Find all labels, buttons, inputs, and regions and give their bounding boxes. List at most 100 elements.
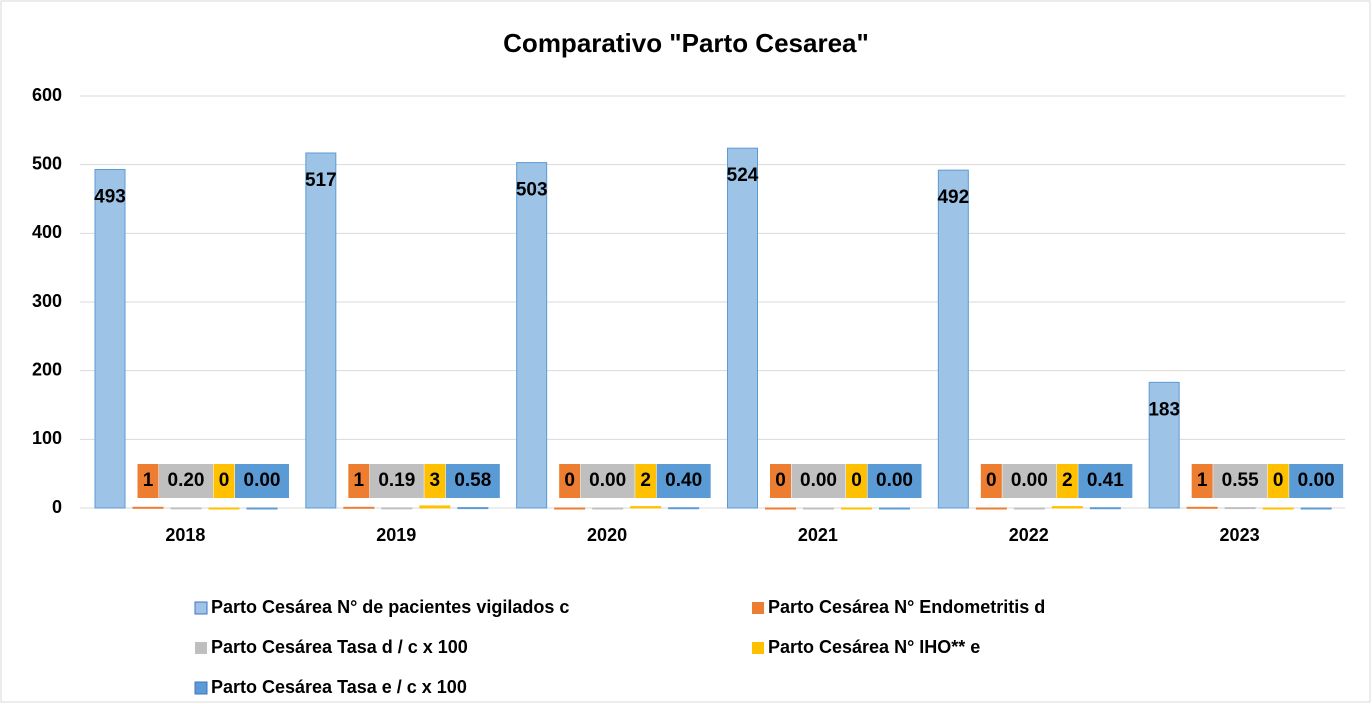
bar (1013, 507, 1045, 510)
data-label: 1 (143, 470, 154, 491)
data-label-box (867, 464, 922, 498)
data-label-box (1056, 464, 1078, 498)
y-tick-label: 400 (32, 222, 62, 242)
data-label-box (1002, 464, 1057, 498)
bar (246, 507, 278, 510)
bar (1148, 381, 1180, 509)
data-label: 0.20 (168, 470, 205, 491)
legend-swatch (194, 681, 208, 695)
bar (630, 506, 662, 509)
bar (1262, 507, 1294, 510)
bar (94, 168, 126, 509)
bar (937, 169, 969, 509)
data-label-box (137, 464, 159, 498)
data-label-box (980, 464, 1002, 498)
y-tick-label: 300 (32, 291, 62, 311)
data-label-box (1267, 464, 1289, 498)
bar (381, 507, 413, 510)
data-label-box (635, 464, 657, 498)
data-label: 517 (305, 170, 337, 191)
bar (1089, 507, 1121, 510)
data-label: 0 (219, 470, 230, 491)
bar (457, 507, 489, 510)
data-label: 0.40 (665, 470, 702, 491)
data-label: 0.00 (876, 470, 913, 491)
data-label-box (580, 464, 635, 498)
bar (765, 507, 796, 510)
data-label: 0 (1273, 470, 1284, 491)
data-label: 0 (986, 470, 997, 491)
data-label-box (1191, 464, 1213, 498)
bar (516, 162, 548, 509)
legend-swatch (752, 602, 764, 614)
data-label-box (445, 464, 500, 498)
data-label: 2 (1062, 470, 1073, 491)
x-tick-label: 2020 (587, 525, 627, 545)
bar (554, 507, 586, 510)
bar (170, 507, 202, 510)
bar (1051, 506, 1083, 509)
data-label-box (656, 464, 711, 498)
data-label: 2 (640, 470, 651, 491)
data-label: 0.41 (1087, 470, 1124, 491)
data-label-box (1213, 464, 1268, 498)
bar (1300, 507, 1332, 510)
bar (879, 507, 910, 510)
bar (419, 505, 451, 509)
data-label-box (791, 464, 846, 498)
data-label: 492 (937, 187, 969, 208)
legend-label: Parto Cesárea N° de pacientes vigilados … (211, 597, 569, 617)
x-tick-label: 2021 (798, 525, 838, 545)
legend-label: Parto Cesárea Tasa e / c x 100 (211, 677, 467, 697)
data-label: 0.19 (378, 470, 415, 491)
data-label-box (1289, 464, 1344, 498)
x-tick-label: 2019 (376, 525, 416, 545)
data-label: 0.00 (800, 470, 837, 491)
x-tick-label: 2022 (1009, 525, 1049, 545)
data-label: 1 (1197, 470, 1208, 491)
data-label-box (770, 464, 791, 498)
data-label: 0.00 (1011, 470, 1048, 491)
data-label: 0.00 (589, 470, 626, 491)
data-label: 3 (430, 470, 441, 491)
data-label: 0.58 (454, 470, 491, 491)
y-tick-label: 0 (52, 497, 62, 517)
data-label: 0 (564, 470, 575, 491)
data-label: 0.00 (1298, 470, 1335, 491)
data-label: 493 (94, 186, 126, 207)
bar (727, 147, 758, 509)
bar (305, 152, 337, 509)
data-label: 503 (516, 180, 548, 201)
x-tick-label: 2018 (165, 525, 205, 545)
bar (132, 506, 164, 509)
data-label-box (159, 464, 213, 498)
data-label-box (846, 464, 867, 498)
data-label-box (369, 464, 424, 498)
data-label: 1 (354, 470, 365, 491)
x-tick-label: 2023 (1220, 525, 1260, 545)
bar (841, 507, 872, 510)
bar (668, 507, 700, 510)
chart-title: Comparativo "Parto Cesarea" (503, 28, 869, 58)
legend-swatch (195, 642, 207, 654)
data-label-box (235, 464, 289, 498)
data-label: 183 (1148, 399, 1180, 420)
legend-label: Parto Cesárea Tasa d / c x 100 (211, 637, 468, 657)
data-label: 524 (727, 165, 759, 186)
y-tick-label: 200 (32, 359, 62, 379)
bar (592, 507, 624, 510)
bar (1224, 507, 1256, 510)
bar (1186, 506, 1218, 509)
y-tick-label: 100 (32, 428, 62, 448)
data-label-box (1078, 464, 1133, 498)
legend-label: Parto Cesárea N° IHO** e (768, 637, 980, 657)
data-label-box (213, 464, 235, 498)
bar (208, 507, 240, 510)
data-label-box (424, 464, 446, 498)
data-label: 0 (851, 470, 862, 491)
bar (343, 506, 375, 509)
y-tick-label: 500 (32, 153, 62, 173)
data-label-box (559, 464, 581, 498)
